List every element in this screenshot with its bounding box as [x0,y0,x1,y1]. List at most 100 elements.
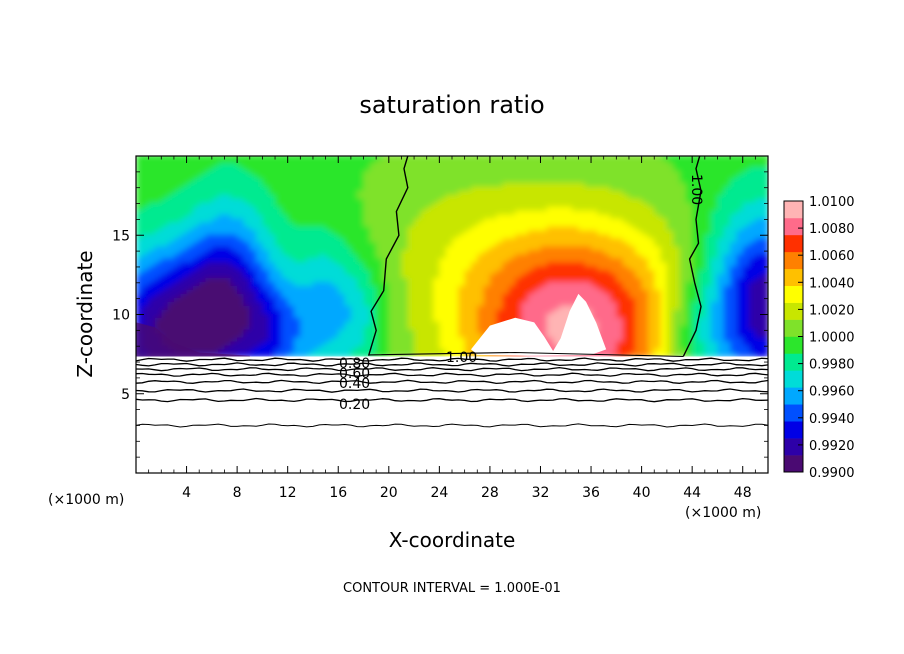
field-cell [186,205,194,211]
field-cell [426,352,434,358]
field-cell [730,190,738,195]
field-cell [470,249,479,255]
field-cell [363,229,371,235]
field-cell [388,328,396,334]
field-cell [452,237,460,243]
field-cell [154,174,163,179]
field-cell [338,209,346,215]
field-cell [306,324,314,330]
field-cell [167,205,175,211]
field-cell [388,209,396,215]
field-cell [692,233,700,239]
field-cell [635,340,643,346]
field-cell [673,253,681,259]
field-cell [521,221,529,227]
field-cell [679,249,687,255]
field-cell [679,217,687,223]
field-cell [205,261,213,267]
field-cell [369,312,377,318]
field-cell [173,217,182,223]
field-cell [730,209,738,215]
field-cell [679,229,687,235]
field-cell [331,156,340,160]
field-cell [237,332,245,338]
field-cell [325,205,333,211]
field-cell [673,233,681,239]
field-cell [546,265,554,271]
field-cell [685,269,693,275]
field-cell [395,336,403,342]
field-cell [142,308,150,314]
field-cell [243,269,251,275]
field-cell [458,209,466,215]
field-cell [704,336,712,342]
field-cell [180,233,188,239]
field-cell [572,229,580,235]
field-cell [742,308,750,314]
field-cell [527,182,535,187]
field-cell [350,269,358,275]
field-cell [249,312,257,318]
field-cell [711,162,719,168]
field-cell [294,336,302,342]
field-cell [395,312,403,318]
field-cell [565,182,573,187]
field-cell [628,156,637,160]
field-cell [540,174,548,179]
field-cell [641,336,649,342]
field-cell [218,348,226,354]
field-cell [502,158,510,164]
field-cell [591,257,599,263]
field-cell [515,253,523,259]
field-cell [161,308,169,314]
field-cell [439,273,447,279]
field-cell [243,320,251,326]
field-cell [742,201,750,207]
field-cell [616,205,624,211]
field-cell [496,312,504,318]
field-cell [654,198,662,203]
field-cell [603,221,611,227]
field-cell [249,352,257,358]
field-cell [654,332,662,338]
field-cell [489,229,498,235]
field-cell [376,312,384,318]
field-cell [458,198,466,203]
field-cell [433,269,441,275]
field-cell [546,194,554,199]
field-cell [704,312,712,318]
field-cell [553,340,561,346]
field-cell [723,297,731,302]
field-cell [647,273,656,279]
field-cell [489,225,498,231]
field-cell [610,166,618,172]
field-cell [281,166,289,172]
field-cell [660,336,668,342]
field-cell [433,265,441,271]
field-cell [306,257,314,263]
field-cell [546,190,554,195]
field-cell [205,156,213,160]
field-cell [161,237,169,243]
field-cell [540,166,548,172]
field-cell [591,221,599,227]
field-cell [439,158,447,164]
field-cell [616,312,624,318]
field-cell [433,190,441,195]
field-cell [294,198,302,203]
field-cell [483,285,491,290]
field-cell [243,297,251,302]
field-cell [584,190,592,195]
field-cell [401,289,409,294]
field-cell [325,297,333,302]
field-cell [262,304,270,310]
field-cell [256,229,264,235]
field-cell [142,249,150,255]
field-cell [180,265,188,271]
field-cell [584,198,592,203]
field-cell [331,166,340,172]
field-cell [344,297,352,302]
field-cell [502,308,510,314]
field-cell [205,241,213,247]
field-cell [319,340,327,346]
